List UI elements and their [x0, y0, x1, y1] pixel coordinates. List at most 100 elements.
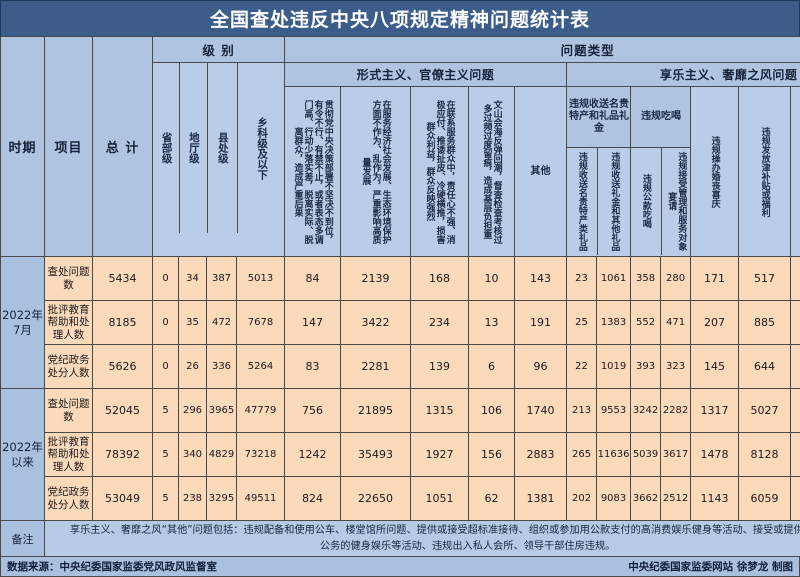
statistics-table: 时期 项目 总 计 级 别 问题类型	[0, 36, 800, 557]
table-cell: 2512	[661, 477, 691, 521]
table-cell: 96	[515, 345, 567, 389]
note-label: 备注	[1, 521, 45, 557]
table-cell: 84	[285, 257, 341, 301]
table-cell: 5264	[237, 345, 285, 389]
table-cell: 147	[285, 301, 341, 345]
table-cell: 644	[739, 345, 791, 389]
table-cell: 6	[469, 345, 515, 389]
header-hedonism-dining-group-label: 违规吃喝	[631, 109, 691, 125]
table-cell: 106	[469, 389, 515, 433]
header-row-groups: 时期 项目 总 计 级 别 问题类型	[1, 37, 800, 63]
table-cell: 5	[153, 389, 179, 433]
header-total: 总 计	[93, 37, 153, 257]
table-cell: 2281	[341, 345, 411, 389]
table-cell: 83	[285, 345, 341, 389]
table-cell: 517	[739, 257, 791, 301]
table-cell: 156	[469, 433, 515, 477]
table-cell: 358	[631, 257, 661, 301]
header-col-formalism-other-label: 其他	[530, 164, 552, 180]
table-cell: 155	[791, 301, 800, 345]
header-level-xianchuji-label: 县处级	[216, 132, 228, 164]
table-cell: 0	[153, 257, 179, 301]
table-cell: 168	[411, 257, 469, 301]
table-cell: 885	[739, 301, 791, 345]
header-col-formalism-4: 文山会海反弹回潮，督查检查考核过多过频过度留痕，造成基层负担重	[469, 87, 515, 257]
table-cell: 8185	[93, 301, 153, 345]
table-cell: 1478	[691, 433, 739, 477]
table-cell: 25	[567, 301, 597, 345]
table-cell: 1317	[691, 389, 739, 433]
header-col-formalism-3-label: 在联系服务群众中，责任心不强、消极应付、推诿扯皮、冷硬横推，损害群众利益，群众反…	[424, 98, 454, 246]
table-cell: 52045	[93, 389, 153, 433]
table-cell: 3662	[631, 477, 661, 521]
footer-bar: 数据来源：中央纪委国家监委党风政风监督室 中央纪委国家监委网站 徐梦龙 制图	[0, 557, 800, 577]
header-col-formalism-1: 贯彻党中央决策部署不坚决不到位，有令不行、有禁不止，或者表态多调门高、行动少落实…	[285, 87, 341, 257]
table-cell: 22650	[341, 477, 411, 521]
table-cell: 1242	[285, 433, 341, 477]
header-col-hedonism-2-label: 违规收送礼金和其他礼品	[609, 152, 619, 251]
table-cell: 3295	[207, 477, 237, 521]
table-cell: 1061	[597, 257, 631, 301]
header-col-hedonism-6-label: 违规发放津补贴或福利	[760, 127, 770, 217]
statistics-table-page: 全国查处违反中央八项规定精神问题统计表 时期 项目	[0, 0, 800, 564]
header-level-ditingji-label: 地厅级	[187, 132, 199, 164]
table-cell: 5027	[739, 389, 791, 433]
row-item-label: 党纪政务处分人数	[45, 477, 93, 521]
table-cell: 472	[207, 301, 237, 345]
row-item-label: 批评教育帮助和处理人数	[45, 433, 93, 477]
header-hedonism-gifts-group-label: 违规收送名贵特产和礼品礼金	[567, 97, 631, 137]
header-col-hedonism-7: 公款旅游以及违规接受管理和服务对象等旅游活动安排	[791, 87, 800, 257]
table-cell: 21895	[341, 389, 411, 433]
table-cell: 4829	[207, 433, 237, 477]
header-period: 时期	[1, 37, 45, 257]
table-cell: 3965	[207, 389, 237, 433]
row-period-0: 2022年7月	[1, 257, 45, 389]
header-col-hedonism-1-label: 违规收送名贵特产类礼品	[577, 152, 587, 251]
header-level-group: 级 别	[153, 37, 285, 63]
header-col-formalism-4-label: 文山会海反弹回潮，督查检查考核过多过频过度留痕，造成基层负担重	[481, 98, 501, 246]
header-problem-type-label: 问题类型	[285, 40, 800, 59]
header-level-ditingji: 地厅级	[179, 63, 207, 233]
table-cell: 336	[207, 345, 237, 389]
header-hedonism-group-label: 享乐主义、奢靡之风问题	[567, 66, 800, 83]
header-level-xianchuji: 县处级	[207, 63, 237, 233]
table-cell: 387	[207, 257, 237, 301]
table-cell: 1051	[411, 477, 469, 521]
header-formalism-group-label: 形式主义、官僚主义问题	[285, 66, 566, 83]
table-cell: 323	[661, 345, 691, 389]
table-cell: 0	[153, 301, 179, 345]
header-hedonism-group: 享乐主义、奢靡之风问题	[567, 63, 800, 87]
table-cell: 34	[179, 257, 207, 301]
table-cell: 49511	[237, 477, 285, 521]
page-title-bar: 全国查处违反中央八项规定精神问题统计表	[0, 0, 800, 36]
header-level-group-label: 级 别	[153, 40, 284, 59]
table-cell: 26	[179, 345, 207, 389]
row-item-label: 党纪政务处分人数	[45, 345, 93, 389]
table-cell: 471	[661, 301, 691, 345]
table-cell: 756	[285, 389, 341, 433]
table-cell: 2883	[515, 433, 567, 477]
table-cell: 1381	[515, 477, 567, 521]
header-item-label: 项目	[45, 136, 92, 157]
table-cell: 824	[285, 477, 341, 521]
header-col-formalism-3: 在联系服务群众中，责任心不强、消极应付、推诿扯皮、冷硬横推，损害群众利益，群众反…	[411, 87, 469, 257]
table-cell: 213	[567, 389, 597, 433]
table-cell: 22	[567, 345, 597, 389]
header-col-formalism-1-label: 贯彻党中央决策部署不坚决不到位，有令不行、有禁不止，或者表态多调门高、行动少落实…	[292, 98, 332, 246]
table-cell: 393	[631, 345, 661, 389]
header-hedonism-dining-group: 违规吃喝	[631, 87, 691, 147]
table-cell: 5039	[631, 433, 661, 477]
table-cell: 988	[791, 389, 800, 433]
table-cell: 1383	[597, 301, 631, 345]
table-cell: 7678	[237, 301, 285, 345]
header-item: 项目	[45, 37, 93, 257]
header-col-formalism-other: 其他	[515, 87, 567, 257]
table-cell: 234	[411, 301, 469, 345]
header-hedonism-dining-block: 违规吃喝 违规公款吃喝 违规接受管理和服务对象宴请	[631, 87, 691, 257]
note-text: 享乐主义、奢靡之风“其他”问题包括：违规配备和使用公车、楼堂馆所问题、提供或接受…	[45, 521, 800, 557]
